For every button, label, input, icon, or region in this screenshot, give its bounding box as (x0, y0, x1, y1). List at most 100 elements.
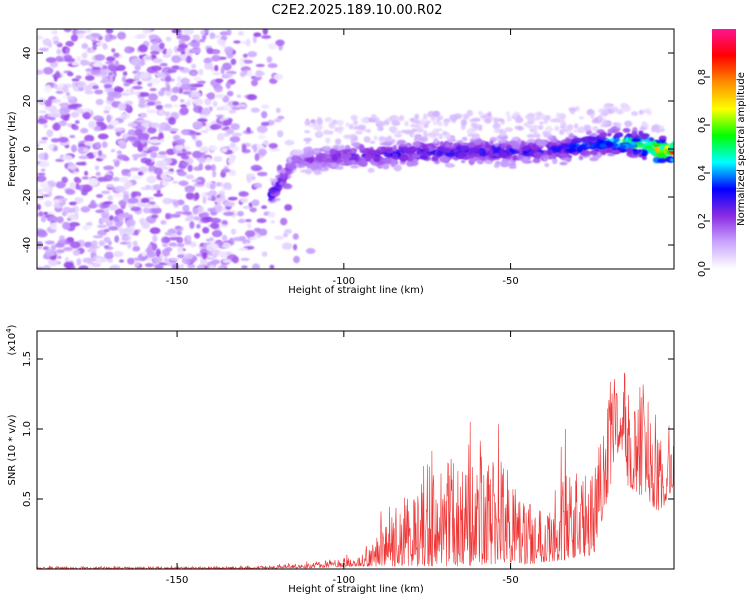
spectrogram-cell (67, 237, 74, 243)
spectrogram-cell (199, 38, 206, 43)
spectrogram-cell (292, 233, 299, 240)
spectrogram-cell (449, 114, 458, 121)
spectrogram-cell (84, 242, 91, 248)
spectrogram-cell (246, 127, 251, 133)
spectrogram-cell (638, 130, 644, 137)
spectrogram-cell (334, 138, 342, 145)
spectrogram-cell (412, 141, 421, 148)
spectrogram-cell (508, 163, 516, 167)
spectrogram-cell (110, 119, 119, 127)
spectrogram-cell (610, 129, 618, 134)
spectrogram-cell (489, 140, 494, 146)
spectrogram-cell (149, 78, 161, 85)
spectrogram-cell (143, 122, 148, 128)
spectrogram-cell (300, 169, 308, 173)
spectrogram-cell (586, 109, 595, 116)
spectrogram-cell (103, 228, 110, 233)
spectrogram-cell (554, 125, 560, 131)
spectrogram-cell (242, 53, 248, 58)
spectrogram-cell (47, 113, 59, 118)
spectrogram-cell (189, 130, 197, 134)
spectrogram-cell (610, 138, 615, 143)
spectrogram-cell (172, 140, 183, 145)
spectrogram-y-ticks: 40 20 0 -20 -40 (22, 47, 674, 253)
spectrogram-cell (651, 150, 657, 156)
spectrogram-cell (82, 108, 92, 114)
spectrogram-cell (94, 54, 106, 61)
spectrogram-cell (72, 249, 81, 256)
spectrogram-cell (447, 152, 457, 156)
spectrogram-cell (140, 186, 150, 191)
spectrogram-cell (116, 154, 128, 160)
spectrogram-cell (154, 38, 161, 42)
spectrogram-cell (212, 170, 217, 178)
spectrogram-cell (154, 166, 163, 175)
spectrogram-cell (113, 127, 125, 133)
spectrogram-cell (122, 212, 130, 219)
spectrogram-cell (213, 35, 221, 39)
spectrogram-cell (516, 114, 521, 119)
spectrogram-cell (332, 154, 337, 161)
spectrogram-cell (328, 122, 336, 129)
snr-series-line (37, 372, 674, 569)
spectrogram-cell (139, 97, 146, 105)
colorbar-label: Normalized spectral amplitude (736, 72, 747, 226)
spectrogram-cell (92, 115, 104, 121)
spectrogram-cell (224, 201, 235, 208)
spectrogram-cell (442, 147, 452, 153)
spectrogram-cell (69, 134, 76, 139)
spectrogram-cell (350, 137, 355, 144)
spectrogram-cell (55, 90, 64, 95)
spectrogram-cell (394, 133, 403, 138)
spectrogram-cell (573, 129, 579, 133)
snr-panel: -150 -100 -50 1.5 1.0 0.5 Height of straight… (5, 324, 675, 595)
spectrogram-cell (55, 249, 66, 254)
spectrogram-cell (125, 88, 130, 96)
spectrogram-cell (97, 150, 103, 156)
spectrogram-cell (171, 65, 180, 71)
spectrogram-cell (44, 240, 56, 245)
spectrogram-cell (161, 166, 172, 170)
spectrogram-cell (90, 199, 96, 208)
spectrogram-cell (653, 124, 660, 130)
spectrogram-cell (147, 82, 153, 87)
spectrogram-cell (373, 135, 378, 141)
figure-title: C2E2.2025.189.10.00.R02 (271, 3, 442, 18)
spectrogram-cell (415, 128, 425, 133)
spectrogram-cell (76, 56, 82, 62)
spectrogram-cell (129, 87, 135, 95)
spectrogram-cell (97, 224, 108, 229)
spectrogram-cell (76, 258, 82, 266)
spectrogram-cell (155, 160, 165, 168)
spectrogram-cell (544, 162, 550, 168)
spectrogram-cell (637, 149, 643, 154)
spectrogram-cell (641, 149, 648, 157)
spectrogram-cell (206, 47, 214, 55)
spectrogram-cell (39, 182, 50, 189)
spectrogram-cell (150, 151, 158, 158)
spectrogram-cell (101, 75, 110, 84)
spectrogram-cell (500, 152, 508, 159)
spectrogram-cell (172, 201, 180, 206)
spectrogram-cell (105, 220, 113, 228)
spectrogram-cell (118, 176, 129, 183)
spectrogram-cell (514, 125, 523, 130)
spectrogram-cell (149, 88, 157, 92)
spectrogram-cell (76, 81, 87, 88)
spectrogram-cell (124, 46, 134, 54)
spectrogram-cell (488, 152, 495, 157)
spectrogram-cell (37, 231, 48, 238)
spectrogram-cell (500, 142, 506, 149)
spectrogram-cell (468, 141, 476, 148)
spectrogram-cell (576, 147, 582, 153)
spectrogram-cell (191, 39, 197, 44)
spectrogram-cell (81, 43, 89, 50)
spectrogram-cell (325, 137, 331, 144)
spectrogram-cell (127, 129, 137, 137)
spectrogram-cell (330, 148, 336, 154)
spectrogram-cell (499, 160, 509, 168)
spectrogram-cell (148, 34, 159, 40)
spectrogram-cell (281, 242, 293, 250)
spectrogram-cell (164, 74, 172, 82)
spectrogram-cell (466, 128, 475, 135)
